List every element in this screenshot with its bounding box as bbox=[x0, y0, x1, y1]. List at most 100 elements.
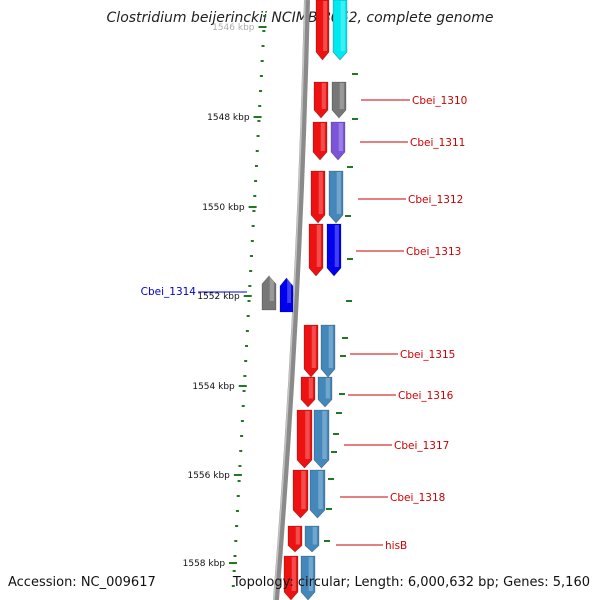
gene-feature bbox=[296, 409, 313, 469]
minor-tick bbox=[240, 420, 244, 422]
gene-feature bbox=[331, 81, 347, 119]
minor-tick bbox=[249, 270, 253, 272]
minor-tick bbox=[241, 405, 245, 407]
minor-tick bbox=[247, 300, 251, 302]
gene-feature bbox=[330, 121, 346, 161]
feature-shading bbox=[323, 1, 328, 51]
gene-feature bbox=[328, 170, 344, 224]
gene-label-cbei_1310[interactable]: Cbei_1310 bbox=[412, 95, 467, 107]
minor-tick bbox=[261, 45, 265, 47]
minor-tick bbox=[258, 105, 262, 107]
feature-shading bbox=[321, 83, 326, 109]
minor-tick bbox=[236, 495, 240, 497]
minor-tick bbox=[240, 435, 244, 437]
minor-tick bbox=[255, 150, 259, 152]
gene-label-cbei_1315[interactable]: Cbei_1315 bbox=[400, 349, 455, 361]
feature-tick bbox=[346, 300, 352, 302]
minor-tick bbox=[259, 90, 263, 92]
feature-shading bbox=[311, 326, 316, 368]
feature-shading bbox=[325, 378, 330, 399]
minor-tick bbox=[262, 30, 266, 32]
gene-labels: Cbei_1310 Cbei_1311 Cbei_1312 Cbei_1313 Cbei… bbox=[141, 95, 468, 552]
feature-tick bbox=[352, 118, 358, 120]
gene-feature bbox=[308, 223, 324, 277]
minor-tick bbox=[233, 555, 237, 557]
tick-label: 1552 kbp bbox=[197, 292, 240, 302]
minor-tick bbox=[260, 60, 264, 62]
gene-feature bbox=[326, 223, 342, 277]
feature-shading bbox=[334, 225, 339, 267]
feature-shading bbox=[322, 411, 327, 459]
minor-tick bbox=[235, 525, 239, 527]
minor-tick bbox=[244, 360, 248, 362]
minor-tick bbox=[263, 15, 267, 17]
backbone-highlight bbox=[273, 0, 306, 600]
gene-feature bbox=[304, 525, 320, 553]
feature-shading bbox=[308, 378, 313, 399]
feature-shading bbox=[340, 1, 345, 51]
gene-label-cbei_1318[interactable]: Cbei_1318 bbox=[390, 492, 445, 504]
gene-label-cbei_1314[interactable]: Cbei_1314 bbox=[141, 286, 197, 298]
minor-tick bbox=[239, 450, 243, 452]
minor-tick bbox=[237, 480, 241, 482]
feature-tick bbox=[340, 355, 346, 357]
tick-label: 1548 kbp bbox=[207, 113, 250, 123]
backbone bbox=[273, 0, 310, 600]
feature-shading bbox=[338, 123, 343, 151]
gene-feature bbox=[320, 324, 336, 378]
minor-tick bbox=[245, 345, 249, 347]
major-tick bbox=[229, 562, 238, 564]
feature-tick bbox=[326, 508, 332, 510]
minor-tick bbox=[251, 225, 255, 227]
gene-label-cbei_1313[interactable]: Cbei_1313 bbox=[406, 246, 461, 258]
minor-tick bbox=[257, 120, 261, 122]
gene-label-cbei_1311[interactable]: Cbei_1311 bbox=[410, 137, 465, 149]
gene-label-hisb[interactable]: hisB bbox=[385, 540, 407, 552]
gene-feature bbox=[317, 376, 333, 408]
feature-shading bbox=[339, 83, 344, 109]
minor-tick bbox=[253, 195, 257, 197]
feature-tick bbox=[328, 478, 334, 480]
gene-feature bbox=[300, 555, 316, 600]
major-tick bbox=[243, 295, 252, 297]
gene-feature bbox=[310, 170, 326, 224]
feature-shading bbox=[287, 279, 292, 303]
feature-shading bbox=[312, 527, 317, 545]
feature-tick bbox=[347, 166, 353, 168]
gene-label-cbei_1312[interactable]: Cbei_1312 bbox=[408, 194, 463, 206]
minor-tick bbox=[259, 75, 263, 77]
feature-shading bbox=[320, 123, 325, 151]
minor-tick bbox=[246, 315, 250, 317]
gene-feature bbox=[279, 277, 294, 313]
minor-tick bbox=[238, 465, 242, 467]
feature-tick bbox=[345, 215, 351, 217]
feature-tick bbox=[324, 540, 330, 542]
scale-ticks: 1546 kbp 1548 kbp 1550 kbp 1552 kbp 1554 kbp… bbox=[183, 15, 358, 587]
tick-label: 1550 kbp bbox=[202, 203, 245, 213]
feature-shading bbox=[318, 172, 323, 214]
gene-feature bbox=[292, 469, 309, 519]
gene-feature bbox=[332, 0, 348, 61]
feature-shading bbox=[318, 471, 323, 509]
feature-shading bbox=[291, 557, 296, 591]
feature-tick bbox=[342, 337, 348, 339]
feature-tick bbox=[347, 258, 353, 260]
major-tick bbox=[258, 26, 267, 28]
minor-tick bbox=[231, 585, 235, 587]
gene-label-cbei_1317[interactable]: Cbei_1317 bbox=[394, 440, 449, 452]
major-tick bbox=[238, 385, 247, 387]
tick-label: 1558 kbp bbox=[183, 559, 226, 569]
minor-tick bbox=[249, 255, 253, 257]
gene-feature bbox=[287, 525, 303, 553]
gene-label-cbei_1316[interactable]: Cbei_1316 bbox=[398, 390, 454, 402]
gene-feature bbox=[315, 0, 330, 61]
tick-label: 1556 kbp bbox=[187, 471, 230, 481]
feature-tick bbox=[336, 412, 342, 414]
feature-tick bbox=[339, 393, 345, 395]
gene-feature bbox=[283, 555, 299, 600]
feature-tick bbox=[333, 433, 339, 435]
tick-label: 1546 kbp bbox=[212, 23, 255, 33]
gene-feature bbox=[313, 81, 329, 119]
gene-feature bbox=[300, 376, 316, 408]
